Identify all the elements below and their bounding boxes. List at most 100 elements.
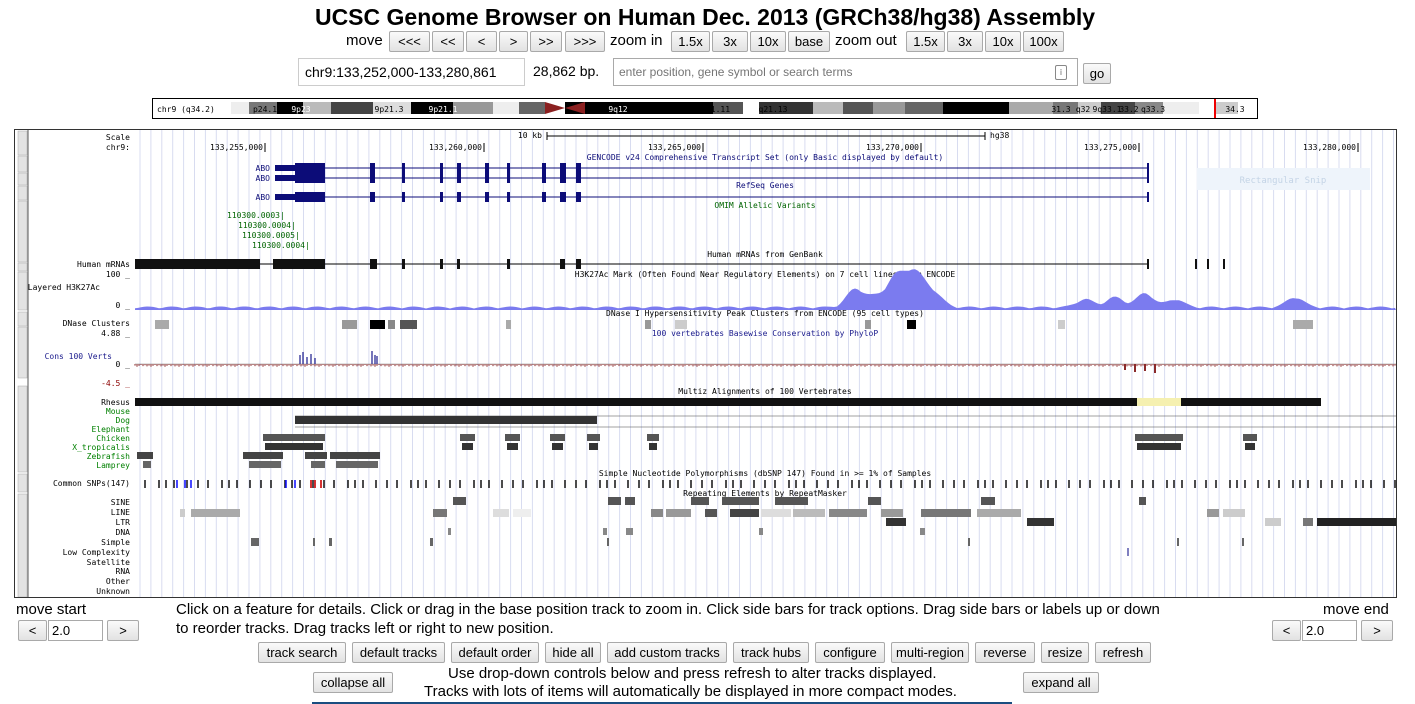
- chrom-label: chr9:: [106, 143, 130, 152]
- zoom-out-3x-button[interactable]: 3x: [947, 31, 983, 52]
- refresh-button[interactable]: refresh: [1095, 642, 1151, 663]
- zebrafish-alignment: [243, 452, 283, 459]
- rmsk-class-label: Unknown: [96, 587, 130, 596]
- ideogram-band: [249, 102, 277, 114]
- ideogram-band-label: 9q33.1: [1093, 105, 1122, 114]
- move-start-label: move start: [16, 601, 87, 618]
- help-text-1: Click on a feature for details. Click or…: [176, 601, 1160, 618]
- search-input[interactable]: [616, 61, 1046, 83]
- scale-label: Scale: [106, 133, 130, 142]
- default-tracks-button[interactable]: default tracks: [352, 642, 445, 663]
- position-value: chr9:133,252,000-133,280,861: [305, 64, 497, 80]
- rmsk-sine: [981, 497, 995, 505]
- reverse-button[interactable]: reverse: [975, 642, 1035, 663]
- gene-exon: [402, 192, 405, 202]
- zoom-base-button[interactable]: base: [788, 31, 830, 52]
- search-box[interactable]: ⅰ: [613, 58, 1078, 86]
- track-side-bar: [17, 385, 28, 473]
- track-side-bar: [17, 155, 28, 173]
- track-hubs-button[interactable]: track hubs: [733, 642, 809, 663]
- mrna-block: [440, 259, 443, 269]
- rmsk-ltr: [1303, 518, 1313, 526]
- gene-exon: [507, 173, 510, 183]
- gene-exon: [576, 192, 581, 202]
- track-image[interactable]: Scale chr9: 10 kb hg38 133,255,000 133,260,00…: [14, 129, 1397, 598]
- h3k27-min: 0 _: [116, 301, 131, 310]
- cons-negative-dip: [1124, 364, 1156, 373]
- snp-ticks: [144, 480, 1396, 488]
- zoom-out-10x-button[interactable]: 10x: [985, 31, 1021, 52]
- rmsk-line: [1207, 509, 1219, 517]
- xtropicalis-alignment: [462, 443, 473, 450]
- zebrafish-alignment: [305, 452, 327, 459]
- rmsk-dna: [448, 528, 451, 535]
- hide-all-button[interactable]: hide all: [545, 642, 601, 663]
- search-hint-icon[interactable]: ⅰ: [1055, 65, 1067, 80]
- gene-exon: [1147, 163, 1149, 173]
- species-label: Dog: [116, 416, 131, 425]
- ideogram-band-label: 34.3: [1225, 105, 1244, 114]
- zoom-in-3x-button[interactable]: 3x: [712, 31, 748, 52]
- multi-region-button[interactable]: multi-region: [891, 642, 969, 663]
- move-left-big-button[interactable]: <<: [432, 31, 464, 52]
- move-end-left-button[interactable]: <: [1272, 620, 1301, 641]
- species-label: Zebrafish: [87, 452, 131, 461]
- species-label: Rhesus: [101, 398, 130, 407]
- gene-exon: [295, 163, 325, 173]
- ideogram-band: [331, 102, 373, 114]
- rmsk-low-complexity: [1127, 548, 1129, 556]
- chicken-alignment: [263, 434, 325, 441]
- chromosome-ideogram[interactable]: chr9 (q34.2) p24.1 9p23 9p21.3 9p21.1 9q12 9q…: [152, 98, 1258, 119]
- snp-ticks-red: [310, 480, 322, 488]
- mrna-block: [370, 259, 377, 269]
- move-end-right-button[interactable]: >: [1361, 620, 1393, 641]
- default-order-button[interactable]: default order: [451, 642, 539, 663]
- collapse-all-button[interactable]: collapse all: [313, 672, 393, 693]
- xtropicalis-alignment: [1137, 443, 1181, 450]
- move-far-left-button[interactable]: <<<: [389, 31, 430, 52]
- rmsk-sine: [722, 497, 735, 505]
- add-custom-tracks-button[interactable]: add custom tracks: [607, 642, 727, 663]
- ideogram-band-label: 9p21.1: [429, 105, 458, 114]
- zoom-out-100x-button[interactable]: 100x: [1023, 31, 1064, 52]
- rmsk-line: [761, 509, 791, 517]
- configure-button[interactable]: configure: [815, 642, 885, 663]
- gene-exon: [457, 163, 461, 173]
- zoom-in-10x-button[interactable]: 10x: [750, 31, 786, 52]
- expand-all-button[interactable]: expand all: [1023, 672, 1099, 693]
- omim-variant: 110300.0004|: [238, 221, 296, 230]
- zoom-in-1-5x-button[interactable]: 1.5x: [671, 31, 710, 52]
- move-right-button[interactable]: >: [499, 31, 528, 52]
- dnase-cluster: [645, 320, 651, 329]
- move-left-button[interactable]: <: [466, 31, 497, 52]
- page-title: UCSC Genome Browser on Human Dec. 2013 (…: [314, 4, 1096, 30]
- rmsk-ltr: [1373, 518, 1396, 526]
- rmsk-line: [829, 509, 867, 517]
- mrna-block: [1207, 259, 1209, 269]
- move-right-big-button[interactable]: >>: [530, 31, 562, 52]
- centromere-left: [545, 102, 565, 114]
- rmsk-sine: [1139, 497, 1146, 505]
- ideogram-band: [813, 102, 843, 114]
- rmsk-sine: [608, 497, 621, 505]
- move-start-left-button[interactable]: <: [18, 620, 47, 641]
- track-search-button[interactable]: track search: [258, 642, 346, 663]
- ideogram-band: [905, 102, 943, 114]
- gene-exon: [1147, 173, 1149, 183]
- move-start-right-button[interactable]: >: [107, 620, 139, 641]
- position-size: 28,862 bp.: [533, 63, 600, 79]
- ideogram-band: [843, 102, 873, 114]
- track-side-bar: [17, 172, 28, 186]
- move-end-input[interactable]: [1302, 620, 1357, 641]
- go-button[interactable]: go: [1083, 63, 1111, 84]
- ideogram-band: [373, 102, 411, 114]
- gene-exon: [1147, 192, 1149, 202]
- move-start-input[interactable]: [48, 620, 103, 641]
- xtropicalis-alignment: [507, 443, 518, 450]
- move-far-right-button[interactable]: >>>: [565, 31, 605, 52]
- rmsk-line: [1223, 509, 1245, 517]
- dnase-cluster: [400, 320, 417, 329]
- zoom-out-1-5x-button[interactable]: 1.5x: [906, 31, 945, 52]
- xtropicalis-alignment: [589, 443, 598, 450]
- resize-button[interactable]: resize: [1041, 642, 1089, 663]
